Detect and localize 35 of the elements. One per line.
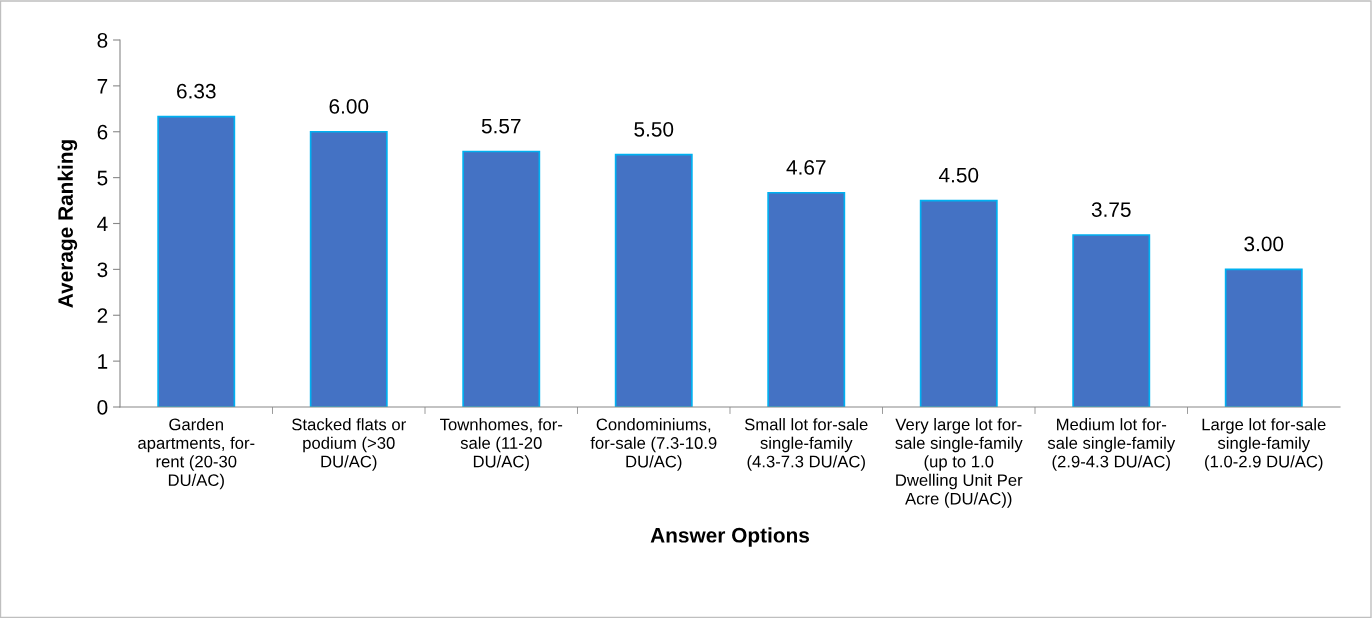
x-tick-label: Townhomes, for- sale (11-20 DU/AC) <box>440 418 563 471</box>
bar <box>462 150 541 407</box>
x-tick-label: Medium lot for- sale single-family (2.9-4.3 DU/AC) <box>1047 418 1176 471</box>
bar <box>919 199 998 407</box>
data-label: 3.00 <box>1244 236 1284 252</box>
data-label: 6.33 <box>177 83 216 99</box>
data-label: 5.50 <box>634 121 674 137</box>
x-tick-label: Very large lot for- sale single-family (up to 1.0 Dwelling Unit Per Acre (DU/AC)) <box>895 418 1023 508</box>
bar <box>767 191 846 407</box>
x-tick-label: Garden apartments, for- rent (20-30 DU/AC) <box>138 418 255 490</box>
y-tick-label: 4 <box>97 216 108 232</box>
y-tick-label: 7 <box>97 79 108 94</box>
x-tick-label: Stacked flats or podium (>30 DU/AC) <box>292 418 406 471</box>
x-tick-label: Small lot for-sale single-family (4.3-7.3 DU/AC) <box>744 418 868 471</box>
data-label: 4.67 <box>786 160 826 175</box>
y-tick-label: 5 <box>97 170 108 186</box>
bar <box>157 115 236 407</box>
x-tick-label: Condominiums, for-sale (7.3-10.9 DU/AC) <box>590 418 717 471</box>
y-tick-label: 3 <box>97 262 108 278</box>
y-tick-label: 0 <box>97 400 108 415</box>
bar <box>309 130 388 407</box>
y-tick-label: 8 <box>97 33 108 48</box>
bar <box>1072 234 1151 407</box>
y-tick-label: 1 <box>98 354 108 369</box>
data-label: 6.00 <box>329 98 369 114</box>
bar <box>1224 268 1303 407</box>
data-label: 4.50 <box>938 167 979 183</box>
data-label: 3.75 <box>1091 202 1131 217</box>
data-label: 5.57 <box>481 118 521 134</box>
x-axis-title: Answer Options <box>650 527 810 547</box>
x-tick-label: Large lot for-sale single-family (1.0-2.9 DU/AC) <box>1202 418 1326 471</box>
y-tick-label: 2 <box>97 308 108 323</box>
y-tick-label: 6 <box>97 124 108 140</box>
bar <box>614 153 693 407</box>
y-axis-title: Average Ranking <box>57 140 78 308</box>
